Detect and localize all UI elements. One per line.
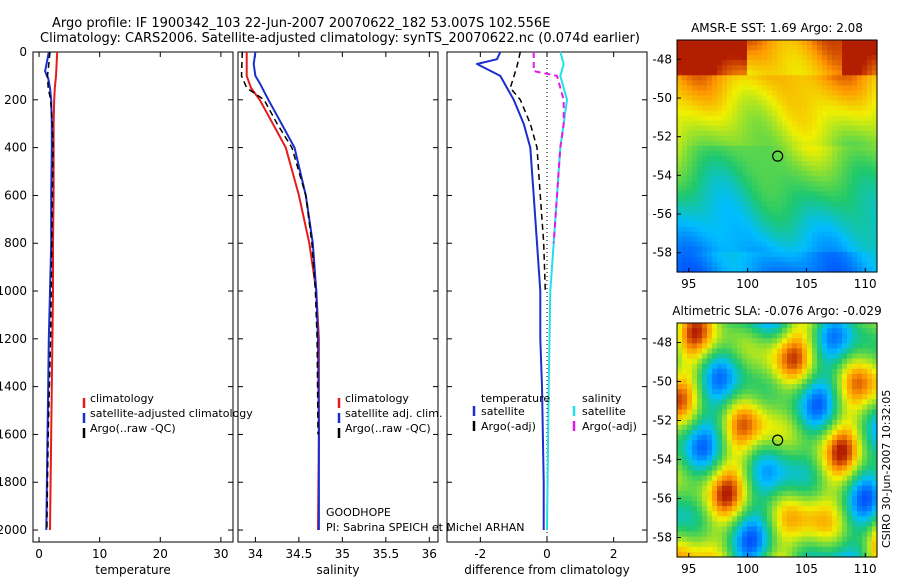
difference-plot: -2 0 2 difference from climatology	[446, 51, 648, 577]
legend-temperature-climatology: climatology	[90, 392, 154, 405]
legend-difference-temperature-argo: Argo(-adj)	[481, 420, 536, 433]
salinity-series-2	[240, 51, 319, 435]
sst-map-yticklabel-0: -48	[652, 52, 672, 66]
temperature-xticklabel-0: 0	[35, 547, 43, 561]
temperature-plot: 0 200 400 600 800 1000 1200 1400 1600 1800 2000 0 10…	[0, 45, 234, 577]
legend-difference-salinity-satellite: satellite	[582, 405, 626, 418]
salinity-xlabel: salinity	[316, 563, 359, 577]
temperature-ylabel-1000: 1000	[0, 284, 27, 298]
sst-map-xticklabel-3: 110	[854, 277, 877, 291]
legend-difference-salinity-header: salinity	[582, 392, 622, 405]
sst-map-yticklabel-5: -58	[652, 246, 672, 260]
sla-map-plot: 95 100 105 110 -48 -50 -52 -54 -56 -58 Altimetric …	[652, 304, 881, 576]
temperature-ylabel-1600: 1600	[0, 427, 27, 441]
temperature-ylabel-200: 200	[4, 93, 27, 107]
sst-map-xticklabel-2: 105	[795, 277, 818, 291]
sla-map-title: Altimetric SLA: -0.076 Argo: -0.029	[672, 304, 881, 318]
sla-map-frame	[676, 322, 878, 558]
sst-map-yticklabel-1: -50	[652, 91, 672, 105]
header-line-1: Argo profile: IF 1900342_103 22-Jun-2007…	[52, 16, 550, 31]
sst-map-xticklabel-1: 100	[736, 277, 759, 291]
difference-xticklabel-1: 0	[543, 547, 551, 561]
legend-salinity-satellite: satellite adj. clim.	[345, 407, 442, 420]
temperature-ylabel-1200: 1200	[0, 332, 27, 346]
temperature-series-1	[44, 51, 53, 531]
temperature-ylabel-400: 400	[4, 141, 27, 155]
sla-map-xticklabel-1: 100	[736, 562, 759, 576]
sla-map-xticklabel-0: 95	[681, 562, 696, 576]
difference-legend: temperature satellite Argo(-adj) salinit…	[472, 392, 637, 433]
temperature-xticklabel-2: 20	[153, 547, 168, 561]
salinity-xticklabel-2: 35	[335, 547, 350, 561]
temperature-ylabel-1800: 1800	[0, 475, 27, 489]
sla-map-float-marker	[772, 434, 784, 446]
temperature-ylabel-600: 600	[4, 188, 27, 202]
sla-map-field	[677, 323, 878, 558]
sla-map-xticklabel-3: 110	[854, 562, 877, 576]
sst-map-yticklabel-4: -56	[652, 207, 672, 221]
difference-xticklabel-0: -2	[474, 547, 486, 561]
salinity-plot: 34 34.5 35 35.5 36 salinity	[237, 51, 439, 577]
sla-map-yticklabel-0: -48	[652, 336, 672, 350]
sla-map-xticklabel-2: 105	[795, 562, 818, 576]
sst-map-yticklabel-3: -54	[652, 168, 672, 182]
sst-map-plot: 95 100 105 110 -48 -50 -52 -54 -56 -58 AMSR-E SST:…	[652, 21, 878, 291]
pi-label: PI: Sabrina SPEICH et Michel ARHAN	[326, 521, 525, 534]
sst-map-title: AMSR-E SST: 1.69 Argo: 2.08	[691, 21, 863, 35]
salinity-xticklabel-4: 36	[422, 547, 437, 561]
temperature-frame	[32, 51, 234, 543]
header-line-2: Climatology: CARS2006. Satellite-adjuste…	[40, 31, 640, 46]
difference-series-3	[532, 52, 565, 244]
legend-difference-salinity-argo: Argo(-adj)	[582, 420, 637, 433]
footer-stamp: CSIRO 30-Jun-2007 10:32:05	[880, 390, 893, 548]
temperature-xlabel: temperature	[95, 563, 170, 577]
salinity-xticklabel-1: 34.5	[286, 547, 313, 561]
temperature-ylabel-800: 800	[4, 236, 27, 250]
difference-xlabel: difference from climatology	[464, 563, 630, 577]
temperature-series-2	[46, 51, 54, 531]
salinity-series-1	[252, 51, 320, 530]
sst-map-yticklabel-2: -52	[652, 130, 672, 144]
legend-difference-temperature-satellite: satellite	[481, 405, 525, 418]
sla-map-yticklabel-4: -56	[652, 492, 672, 506]
legend-temperature-satellite: satellite-adjusted climatology	[90, 407, 253, 420]
temperature-ylabel-0: 0	[19, 45, 27, 59]
legend-salinity-climatology: climatology	[345, 392, 409, 405]
difference-series-1	[509, 51, 547, 292]
temperature-xticklabel-3: 30	[213, 547, 228, 561]
difference-series-0	[476, 51, 545, 530]
salinity-xticklabel-3: 35.5	[372, 547, 399, 561]
sst-map-field	[677, 40, 878, 273]
sla-map-yticklabel-2: -52	[652, 414, 672, 428]
sst-map-float-marker	[772, 150, 784, 162]
temperature-ylabel-1400: 1400	[0, 380, 27, 394]
salinity-legend: climatology satellite adj. clim. Argo(..…	[337, 392, 442, 438]
sst-map-xticklabel-0: 95	[681, 277, 696, 291]
sst-map-frame	[676, 39, 878, 273]
temperature-ylabel-2000: 2000	[0, 523, 27, 537]
sla-map-yticklabel-5: -58	[652, 531, 672, 545]
temperature-legend: climatology satellite-adjusted climatolo…	[82, 392, 253, 438]
sla-map-yticklabel-3: -54	[652, 453, 672, 467]
project-label: GOODHOPE	[326, 506, 391, 519]
salinity-frame	[237, 51, 439, 543]
temperature-series-0	[49, 51, 59, 531]
legend-temperature-argo: Argo(..raw -QC)	[90, 422, 176, 435]
sla-map-yticklabel-1: -50	[652, 375, 672, 389]
salinity-xticklabel-0: 34	[248, 547, 263, 561]
difference-xticklabel-2: 2	[610, 547, 618, 561]
legend-salinity-argo: Argo(..raw -QC)	[345, 422, 431, 435]
temperature-xticklabel-1: 10	[92, 547, 107, 561]
legend-difference-temperature-header: temperature	[481, 392, 550, 405]
